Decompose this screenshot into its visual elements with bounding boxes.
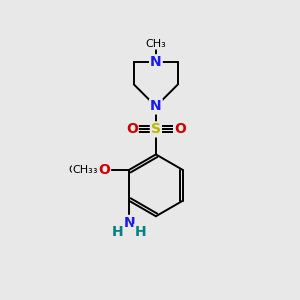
Text: S: S (151, 122, 161, 136)
Text: N: N (150, 55, 162, 69)
Text: O: O (126, 122, 138, 136)
Text: CH₃: CH₃ (146, 39, 166, 49)
Text: O: O (174, 122, 186, 136)
Text: N: N (123, 216, 135, 230)
Text: N: N (150, 99, 162, 113)
Text: H: H (134, 225, 146, 239)
Text: CH₃: CH₃ (73, 165, 93, 175)
Text: O: O (98, 163, 110, 177)
Text: OCH₃: OCH₃ (69, 165, 98, 175)
Text: H: H (112, 225, 124, 239)
